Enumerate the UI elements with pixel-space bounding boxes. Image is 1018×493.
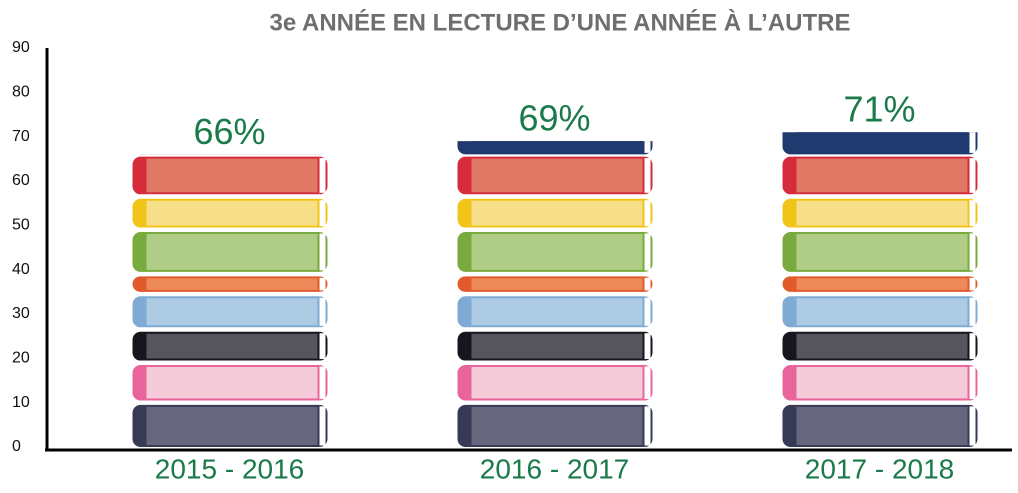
value-label: 69% xyxy=(518,98,590,139)
book-pages xyxy=(644,406,651,446)
book-pages xyxy=(969,277,976,291)
book-pages xyxy=(969,132,976,153)
x-tick-label: 2016 - 2017 xyxy=(480,453,629,484)
y-tick-label: 10 xyxy=(12,394,30,411)
x-tick-label: 2017 - 2018 xyxy=(805,453,954,484)
y-tick-label: 50 xyxy=(12,217,30,234)
y-tick-label: 40 xyxy=(12,261,30,278)
book-cover xyxy=(471,406,643,445)
book-cover xyxy=(796,333,968,359)
book-pages xyxy=(644,366,651,399)
book-pages xyxy=(969,297,976,326)
book-pages xyxy=(644,277,651,291)
y-tick-label: 30 xyxy=(12,305,30,322)
value-label: 71% xyxy=(843,89,915,130)
bar xyxy=(782,132,978,447)
value-label: 66% xyxy=(193,111,265,152)
book-pages xyxy=(969,366,976,399)
book-cover xyxy=(471,200,643,226)
book-pages xyxy=(644,333,651,360)
y-tick-label: 60 xyxy=(12,172,30,189)
book-pages xyxy=(320,112,326,153)
book-cover xyxy=(796,200,968,226)
book-pages xyxy=(319,277,326,291)
book-pages xyxy=(319,200,326,227)
book-pages xyxy=(644,158,651,193)
book-pages xyxy=(644,200,651,227)
book-cover xyxy=(471,366,643,399)
book-cover xyxy=(146,406,318,445)
book-pages xyxy=(969,406,976,446)
book-cover xyxy=(471,141,643,153)
book-cover xyxy=(796,406,968,445)
y-tick-label: 80 xyxy=(12,84,30,101)
book-pages xyxy=(319,406,326,446)
book-pages xyxy=(644,233,651,271)
book-pages xyxy=(319,158,326,193)
book-cover xyxy=(146,158,318,193)
book-pages xyxy=(319,297,326,326)
book-cover xyxy=(146,233,318,270)
bar xyxy=(132,112,328,447)
chart-title: 3e ANNÉE EN LECTURE D’UNE ANNÉE À L’AUTR… xyxy=(270,8,851,36)
book-cover xyxy=(796,366,968,399)
book-cover xyxy=(796,233,968,270)
book-pages xyxy=(644,297,651,326)
book-cover xyxy=(146,366,318,399)
y-tick-label: 70 xyxy=(12,128,30,145)
book-pages xyxy=(969,158,976,193)
book-cover xyxy=(471,158,643,193)
book-cover xyxy=(146,200,318,226)
book-cover xyxy=(796,158,968,193)
book-pages xyxy=(969,200,976,227)
y-tick-label: 90 xyxy=(12,39,30,56)
y-tick-label: 0 xyxy=(12,438,21,455)
book-cover xyxy=(146,278,318,290)
y-tick-label: 20 xyxy=(12,350,30,367)
bar xyxy=(457,141,653,447)
book-pages xyxy=(969,333,976,360)
book-cover xyxy=(146,333,318,359)
book-pages xyxy=(319,333,326,360)
book-cover xyxy=(471,233,643,270)
book-pages xyxy=(644,141,651,153)
book-cover xyxy=(796,298,968,326)
book-cover xyxy=(471,333,643,359)
book-cover xyxy=(471,278,643,290)
x-tick-label: 2015 - 2016 xyxy=(155,453,304,484)
book-cover xyxy=(471,298,643,326)
book-cover xyxy=(146,298,318,326)
book-pages xyxy=(319,233,326,271)
book-cover xyxy=(796,132,968,153)
book-pages xyxy=(969,233,976,271)
book-cover xyxy=(796,278,968,290)
book-pages xyxy=(319,366,326,399)
